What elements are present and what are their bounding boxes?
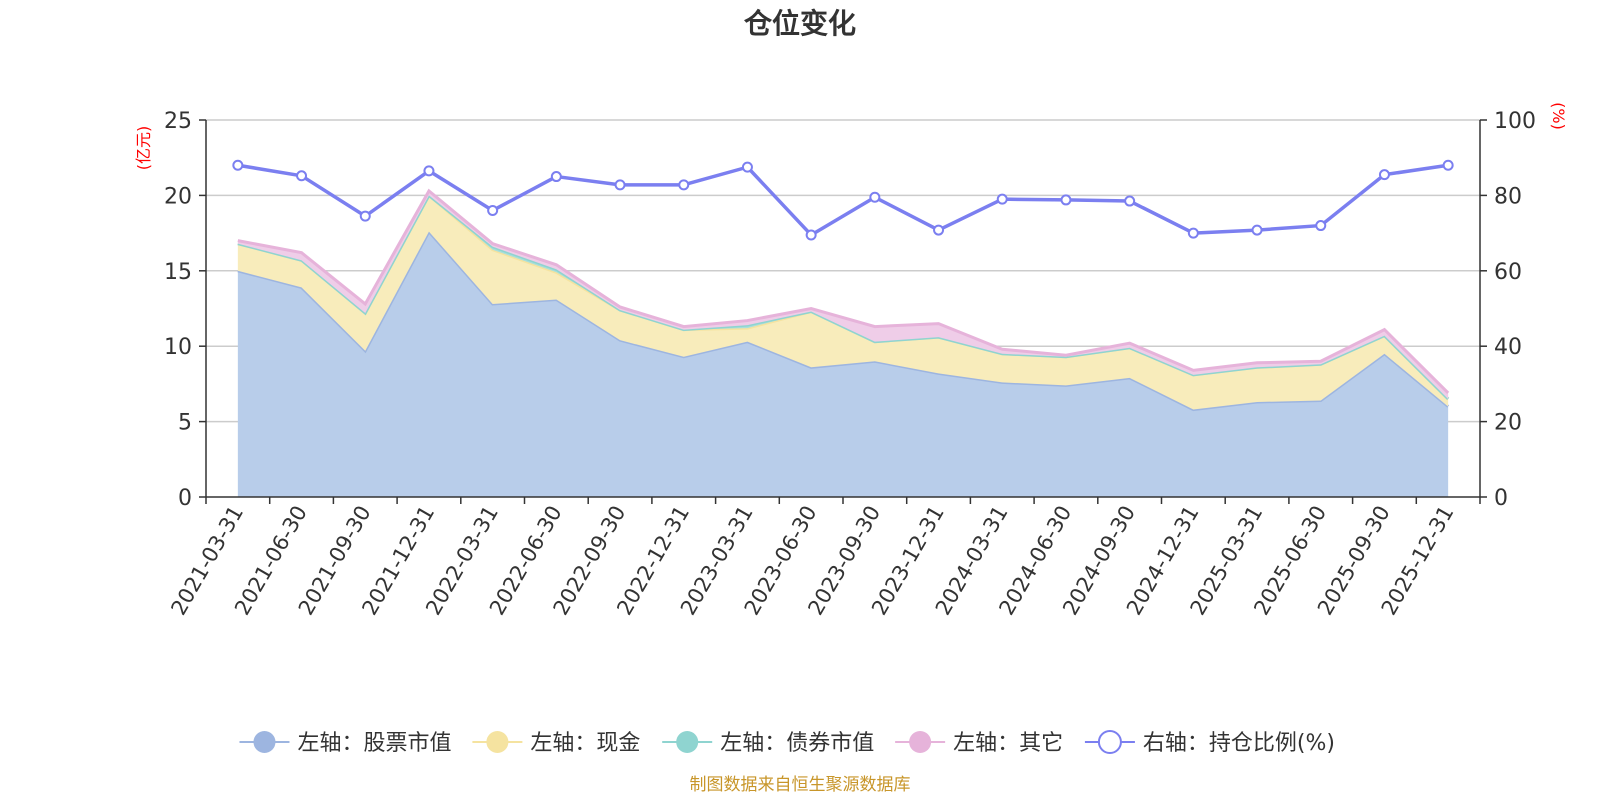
ratio-point — [296, 170, 308, 182]
ratio-point — [933, 224, 945, 236]
right-tick-label: 80 — [1494, 184, 1522, 209]
legend: 左轴：股票市值 左轴：现金 左轴：债券市值 左轴：其它 右轴：持仓比例(%) — [239, 730, 1335, 756]
ratio-point — [232, 159, 244, 171]
ratio-point — [614, 179, 626, 191]
right-tick-label: 0 — [1494, 486, 1508, 511]
ratio-line-path — [237, 163, 1449, 237]
right-tick-label: 40 — [1494, 335, 1522, 360]
legend-item-3[interactable]: 左轴：债券市值 — [662, 731, 874, 756]
ratio-point — [487, 204, 499, 216]
ratio-point — [1124, 195, 1136, 207]
ratio-point — [1187, 227, 1199, 239]
chart-title: 仓位变化 — [744, 7, 856, 40]
source-note: 制图数据来自恒生聚源数据库 — [690, 775, 911, 795]
ratio-point — [1378, 169, 1390, 181]
ratio-point — [741, 161, 753, 173]
legend-label: 右轴：持仓比例(%) — [1143, 731, 1335, 756]
legend-marker — [676, 731, 699, 753]
right-tick-label: 60 — [1494, 260, 1522, 285]
legend-item-1[interactable]: 左轴：股票市值 — [239, 731, 451, 756]
legend-item-5[interactable]: 右轴：持仓比例(%) — [1084, 730, 1335, 756]
area-line-4 — [237, 188, 1450, 395]
legend-label: 左轴：现金 — [530, 731, 640, 756]
right-tick-label: 100 — [1494, 109, 1536, 134]
ratio-point — [359, 210, 371, 222]
ratio-point — [423, 165, 435, 177]
legend-marker — [909, 731, 932, 753]
ratio-point — [1442, 159, 1454, 171]
legend-label: 左轴：股票市值 — [297, 731, 451, 756]
legend-marker — [486, 731, 509, 753]
legend-item-4[interactable]: 左轴：其它 — [895, 731, 1063, 756]
ratio-point — [1060, 194, 1072, 206]
left-tick-label: 25 — [164, 109, 192, 134]
ratio-point — [1251, 224, 1263, 236]
ratio-point — [805, 229, 817, 241]
position-ratio-line — [232, 159, 1454, 241]
legend-label: 左轴：其它 — [953, 731, 1063, 756]
ratio-point — [869, 191, 881, 203]
ratio-point — [678, 179, 690, 191]
left-axis-unit: (亿元) — [134, 126, 153, 171]
legend-marker — [1097, 730, 1122, 754]
right-tick-label: 20 — [1494, 411, 1522, 436]
legend-label: 左轴：债券市值 — [720, 731, 874, 756]
left-tick-label: 0 — [178, 486, 192, 511]
ratio-point — [550, 171, 562, 183]
left-tick-label: 5 — [178, 411, 192, 436]
ratio-point — [996, 193, 1008, 205]
right-axis-unit: (%) — [1549, 102, 1568, 130]
legend-item-2[interactable]: 左轴：现金 — [472, 731, 640, 756]
left-tick-label: 20 — [164, 184, 192, 209]
ratio-point — [1315, 220, 1327, 232]
left-tick-label: 10 — [164, 335, 192, 360]
left-tick-label: 15 — [164, 260, 192, 285]
legend-marker — [253, 731, 276, 753]
stacked-areas — [237, 188, 1450, 498]
